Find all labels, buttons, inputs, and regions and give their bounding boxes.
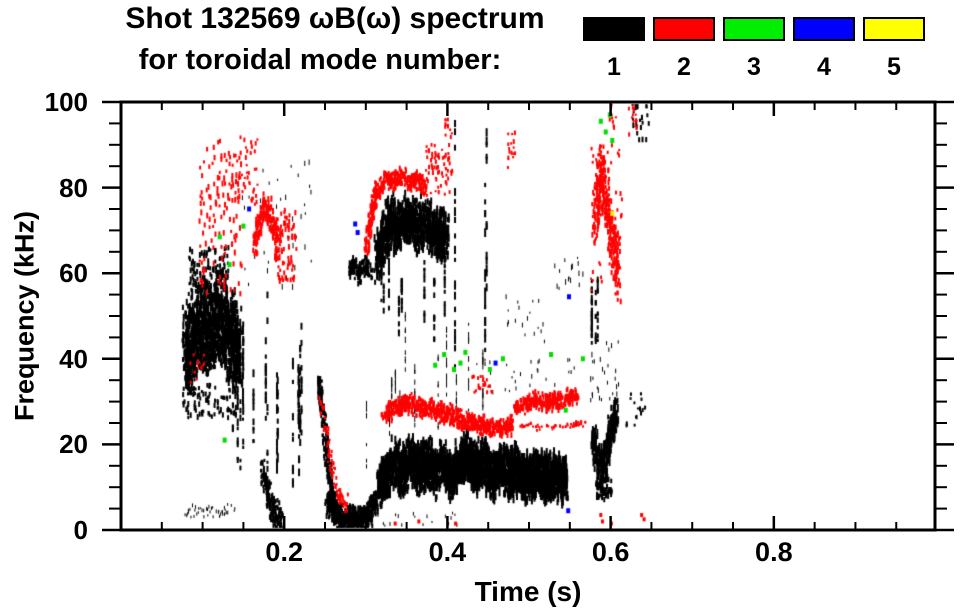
y-tick-label: 80 [59,172,88,203]
x-tick-label: 0.8 [755,537,793,567]
x-tick-label: 0.6 [591,537,630,567]
x-tick-label: 0.4 [428,537,467,567]
x-axis-title: Time (s) [474,576,582,607]
y-tick-label: 40 [59,343,88,374]
y-tick-label: 100 [44,87,88,117]
y-axis-title: Frequency (kHz) [9,210,40,422]
y-tick-label: 20 [59,429,88,460]
y-tick-label: 0 [73,515,88,545]
plot-frame [119,100,937,532]
y-tick-label: 60 [59,258,88,289]
x-tick-label: 0.2 [265,537,303,567]
